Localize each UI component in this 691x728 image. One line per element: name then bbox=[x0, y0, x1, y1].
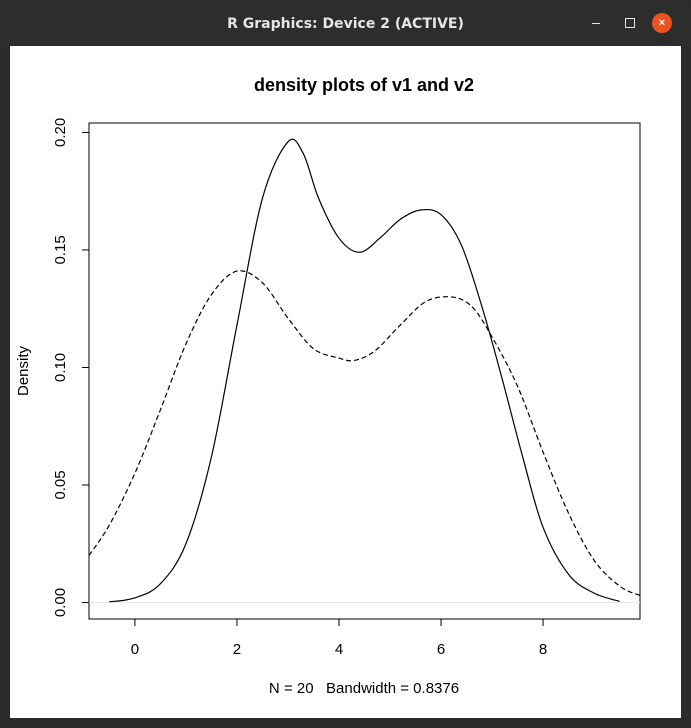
x-tick-label: 4 bbox=[335, 641, 343, 658]
chart-marks: 0 2 4 6 8 0.00 0.05 0.10 0.15 0.20 bbox=[52, 118, 640, 658]
y-tick-label: 0.15 bbox=[52, 235, 69, 264]
x-tick-label: 8 bbox=[539, 641, 547, 658]
y-tick-label: 0.20 bbox=[52, 118, 69, 147]
plot-frame bbox=[88, 122, 641, 620]
x-axis-label: N = 20 Bandwidth = 0.8376 bbox=[269, 680, 459, 697]
close-icon: × bbox=[658, 17, 666, 29]
density-line-dashed bbox=[89, 270, 640, 597]
x-tick-label: 6 bbox=[437, 641, 445, 658]
maximize-button[interactable] bbox=[620, 13, 640, 33]
y-tick-label: 0.05 bbox=[52, 470, 69, 499]
window-titlebar[interactable]: R Graphics: Device 2 (ACTIVE) × bbox=[0, 0, 691, 46]
density-line-solid bbox=[109, 138, 620, 603]
plot-canvas: density plots of v1 and v2 N = 20 Bandwi… bbox=[10, 46, 681, 718]
chart-title: density plots of v1 and v2 bbox=[254, 75, 474, 95]
y-tick-label: 0.00 bbox=[52, 588, 69, 617]
y-tick-label: 0.10 bbox=[52, 353, 69, 382]
window-title: R Graphics: Device 2 (ACTIVE) bbox=[227, 16, 464, 32]
close-button[interactable]: × bbox=[652, 13, 672, 33]
x-tick-label: 2 bbox=[233, 641, 241, 658]
density-chart: density plots of v1 and v2 N = 20 Bandwi… bbox=[15, 75, 641, 697]
x-tick-label: 0 bbox=[131, 641, 139, 658]
minimize-button[interactable] bbox=[586, 13, 606, 33]
y-axis-label: Density bbox=[15, 345, 32, 396]
